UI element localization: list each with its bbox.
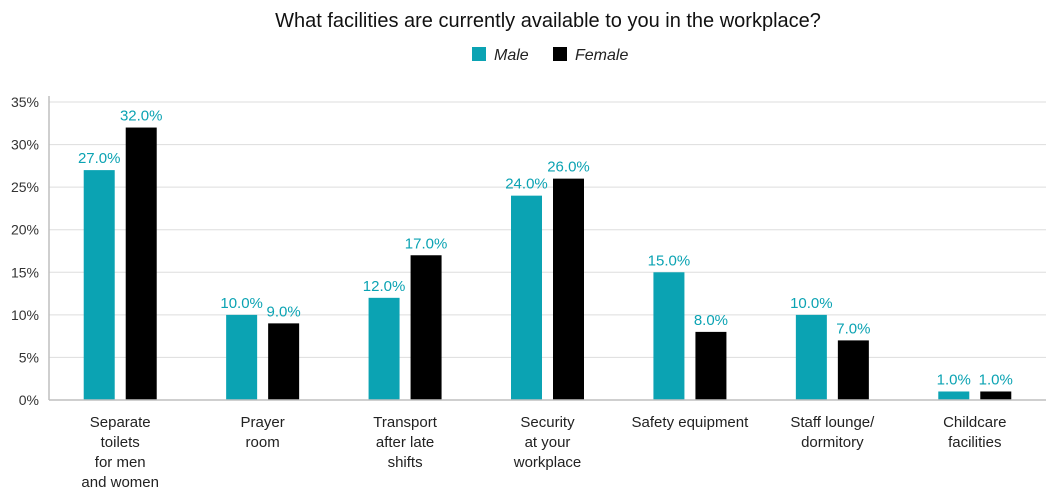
bar-female	[125, 127, 157, 401]
y-tick-label: 15%	[11, 264, 39, 280]
bar-male	[368, 297, 400, 400]
data-label-female: 7.0%	[836, 320, 870, 337]
legend-label-male: Male	[494, 47, 529, 64]
bars	[83, 127, 1012, 401]
gridlines	[49, 101, 1046, 358]
x-axis: Separate toilets for men and women Prayer roo…	[49, 399, 1046, 491]
x-category-label: room	[246, 434, 280, 451]
y-tick-label: 0%	[19, 392, 39, 408]
legend-swatch-male	[472, 47, 486, 61]
bar-male	[938, 391, 970, 400]
x-category-label: dormitory	[801, 434, 864, 451]
bar-female	[980, 391, 1012, 400]
x-category-label: Safety equipment	[632, 414, 750, 431]
data-label-female: 26.0%	[547, 159, 590, 176]
x-category-label: after late	[376, 434, 434, 451]
bar-male	[653, 272, 685, 400]
data-labels: 27.0%32.0%10.0%9.0%12.0%17.0%24.0%26.0%1…	[78, 108, 1013, 389]
bar-male	[511, 195, 542, 400]
data-label-male: 24.0%	[505, 176, 548, 193]
bar-male	[83, 170, 115, 400]
legend-swatch-female	[553, 47, 567, 61]
data-label-female: 9.0%	[267, 303, 301, 320]
data-label-male: 15.0%	[648, 252, 691, 269]
x-category-label: Prayer	[241, 414, 285, 431]
data-label-female: 8.0%	[694, 312, 728, 329]
y-tick-label: 30%	[11, 137, 39, 153]
bar-female	[268, 323, 300, 400]
x-category-label: shifts	[388, 454, 423, 471]
data-label-female: 32.0%	[120, 108, 163, 125]
data-label-male: 1.0%	[937, 371, 971, 388]
y-tick-label: 35%	[11, 94, 39, 110]
data-label-male: 12.0%	[363, 278, 406, 295]
data-label-male: 27.0%	[78, 150, 121, 167]
bar-female	[837, 340, 869, 400]
x-category-label: workplace	[513, 454, 582, 471]
y-tick-label: 5%	[19, 349, 39, 365]
bar-female	[553, 178, 584, 400]
y-tick-label: 25%	[11, 179, 39, 195]
data-label-female: 17.0%	[405, 235, 448, 252]
x-category-label: Security	[520, 414, 575, 431]
data-label-female: 1.0%	[979, 371, 1013, 388]
bar-male	[795, 314, 827, 400]
x-category-label: facilities	[948, 434, 1001, 451]
y-tick-label: 10%	[11, 307, 39, 323]
x-category-label: for men	[95, 454, 146, 471]
x-category-label: Transport	[373, 414, 437, 431]
x-category-label: Childcare	[943, 414, 1006, 431]
x-category-label: Staff lounge/	[790, 414, 875, 431]
x-category-label: toilets	[101, 434, 140, 451]
y-tick-label: 20%	[11, 222, 39, 238]
x-category-label: at your	[525, 434, 571, 451]
legend-label-female: Female	[575, 47, 628, 64]
bar-male	[226, 314, 258, 400]
x-category-label: Separate	[90, 414, 151, 431]
data-label-male: 10.0%	[220, 295, 263, 312]
data-label-male: 10.0%	[790, 295, 833, 312]
x-category-label: and women	[81, 474, 159, 491]
bar-female	[695, 331, 727, 400]
legend: Male Female	[472, 47, 628, 64]
chart-title: What facilities are currently available …	[275, 10, 821, 32]
bar-female	[410, 255, 442, 400]
y-axis: 0% 5% 10% 15% 20% 25% 30% 35%	[11, 94, 50, 408]
